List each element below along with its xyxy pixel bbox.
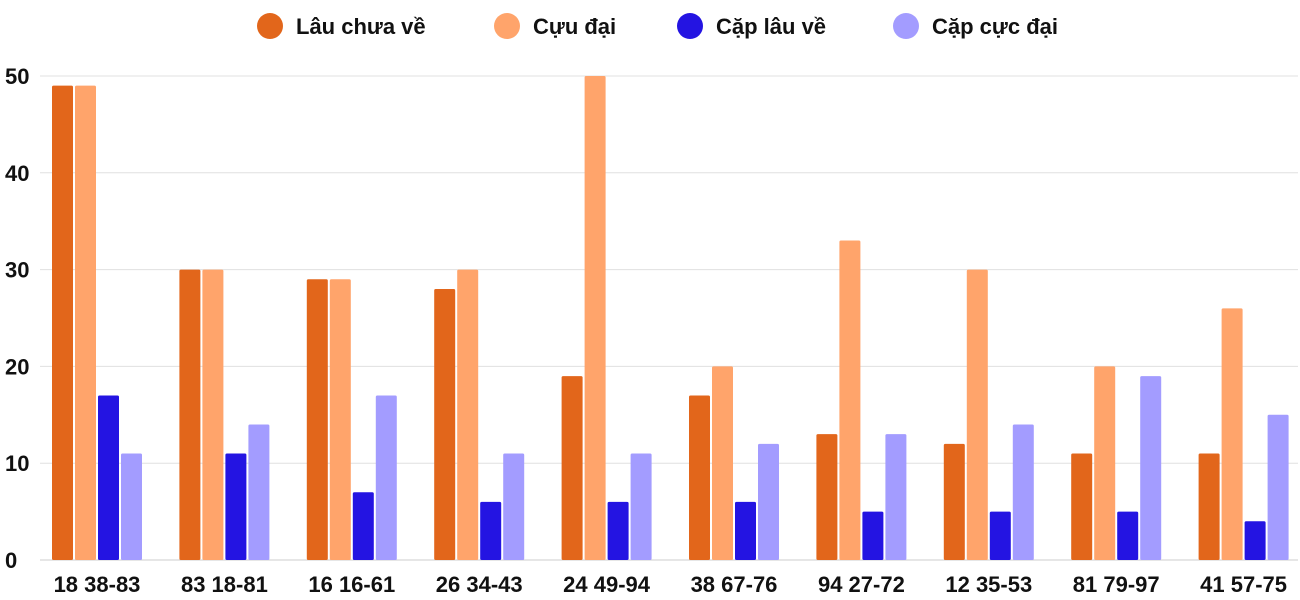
bar — [480, 501, 502, 560]
legend-label: Cặp cực đại — [932, 14, 1058, 39]
y-tick-label: 40 — [5, 161, 29, 186]
bar — [1117, 511, 1139, 560]
y-tick-label: 50 — [5, 64, 29, 89]
legend-item: Cựu đại — [494, 13, 616, 39]
bar — [202, 269, 224, 560]
bar — [1140, 376, 1162, 560]
bar — [75, 85, 96, 561]
x-tick-label: 83 18-81 — [181, 572, 268, 597]
bar — [758, 443, 779, 560]
x-tick-label: 24 49-94 — [563, 572, 651, 597]
bar — [712, 366, 733, 560]
bar — [1267, 414, 1289, 560]
bar — [179, 269, 201, 560]
bar — [885, 434, 907, 560]
bar — [306, 279, 328, 560]
legend-item: Cặp lâu về — [677, 13, 826, 39]
x-axis-labels: 18 38-83 83 18-81 16 16-61 26 34-43 24 49-94… — [54, 572, 1287, 597]
bar — [607, 501, 629, 560]
bar — [816, 434, 838, 560]
bar — [1094, 366, 1116, 560]
bar — [248, 424, 270, 560]
legend-swatch-icon — [494, 13, 520, 39]
bar — [1071, 453, 1093, 560]
legend-item: Cặp cực đại — [893, 13, 1058, 39]
bar — [966, 269, 988, 560]
x-tick-label: 41 57-75 — [1200, 572, 1287, 597]
bar — [1221, 308, 1243, 560]
x-tick-label: 38 67-76 — [691, 572, 778, 597]
legend-item: Lâu chưa về — [257, 13, 426, 39]
bar — [121, 453, 142, 560]
bar — [329, 279, 351, 560]
bar — [352, 492, 374, 560]
bar — [457, 269, 479, 560]
x-tick-label: 16 16-61 — [308, 572, 395, 597]
legend: Lâu chưa về Cựu đại Cặp lâu về Cặp cực đại — [257, 13, 1058, 39]
bar — [839, 240, 861, 560]
bar — [989, 511, 1011, 560]
bar — [1198, 453, 1220, 560]
x-tick-label: 26 34-43 — [436, 572, 523, 597]
bars — [52, 76, 1289, 561]
bar — [584, 76, 606, 560]
legend-label: Cựu đại — [533, 14, 616, 39]
x-tick-label: 18 38-83 — [54, 572, 141, 597]
bar — [862, 511, 884, 560]
x-tick-label: 81 79-97 — [1073, 572, 1160, 597]
bar — [52, 85, 73, 561]
bar — [630, 453, 652, 560]
legend-label: Lâu chưa về — [296, 14, 426, 39]
legend-swatch-icon — [893, 13, 919, 39]
legend-swatch-icon — [677, 13, 703, 39]
bar — [98, 395, 119, 560]
x-tick-label: 94 27-72 — [818, 572, 905, 597]
x-tick-label: 12 35-53 — [945, 572, 1032, 597]
legend-label: Cặp lâu về — [716, 14, 826, 39]
y-tick-label: 20 — [5, 354, 29, 379]
bar — [1244, 521, 1266, 560]
bar — [434, 288, 456, 560]
bar — [735, 501, 756, 560]
y-tick-label: 10 — [5, 451, 29, 476]
bar — [561, 376, 583, 560]
y-tick-label: 30 — [5, 258, 29, 283]
bar — [225, 453, 247, 560]
bar — [1012, 424, 1034, 560]
bar — [375, 395, 397, 560]
bar — [689, 395, 710, 560]
bar — [943, 443, 965, 560]
bar — [503, 453, 525, 560]
legend-swatch-icon — [257, 13, 283, 39]
y-tick-label: 0 — [5, 548, 17, 573]
y-axis-ticks: 0 10 20 30 40 50 — [5, 64, 29, 573]
